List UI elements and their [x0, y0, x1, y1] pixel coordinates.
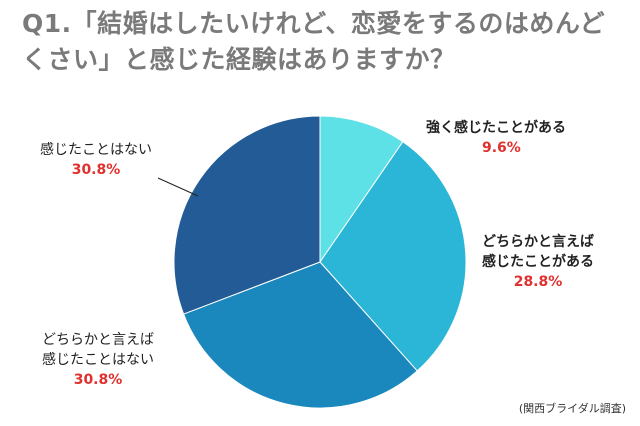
slice-label-text: 感じたことはない — [42, 352, 154, 368]
slice-value-label: 30.8% — [71, 162, 121, 178]
slice-label-somewhat-felt: どちらかと言えば 感じたことがある 28.8% — [482, 232, 594, 292]
slice-label-somewhat-not-felt: どちらかと言えば 感じたことはない 30.8% — [42, 330, 154, 390]
slice-label-strongly-felt: 強く感じたことがある 9.6% — [426, 118, 566, 158]
chart-title: Q1.「結婚はしたいけれど、恋愛をするのはめんど くさい」と感じた経験はあります… — [22, 6, 622, 78]
slice-value-label: 9.6% — [482, 140, 521, 156]
pie-slice-0 — [319, 115, 404, 264]
pie-slice-3 — [173, 115, 321, 315]
leader-line — [157, 177, 199, 197]
pie-slice-2 — [182, 261, 418, 409]
slice-label-text: どちらかと言えば — [482, 234, 594, 250]
chart-title-line-2: くさい」と感じた経験はありますか？ — [22, 45, 456, 74]
slice-value-label: 28.8% — [513, 274, 563, 290]
slice-value-label: 30.8% — [73, 372, 123, 388]
pie-slice-1 — [319, 141, 467, 372]
slice-label-text: どちらかと言えば — [42, 332, 154, 348]
chart-title-line-1: Q1.「結婚はしたいけれど、恋愛をするのはめんど — [22, 9, 606, 38]
source-note: (関西ブライダル調査) — [518, 402, 626, 415]
slice-label-never-felt: 感じたことはない 30.8% — [40, 140, 152, 180]
slice-label-text: 感じたことはない — [40, 142, 152, 158]
slice-label-text: 感じたことがある — [482, 254, 594, 270]
slice-label-text: 強く感じたことがある — [426, 120, 566, 136]
